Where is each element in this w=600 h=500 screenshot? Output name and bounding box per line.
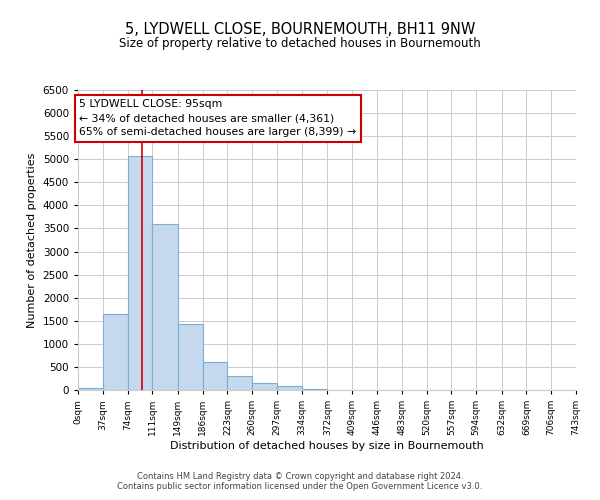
Bar xyxy=(252,383,277,390)
Bar xyxy=(203,362,227,390)
Bar xyxy=(103,314,128,390)
Bar xyxy=(78,388,103,390)
Text: Contains HM Land Registry data © Crown copyright and database right 2024.: Contains HM Land Registry data © Crown c… xyxy=(137,472,463,481)
Bar xyxy=(227,376,252,390)
Text: 5 LYDWELL CLOSE: 95sqm
← 34% of detached houses are smaller (4,361)
65% of semi-: 5 LYDWELL CLOSE: 95sqm ← 34% of detached… xyxy=(79,99,356,137)
Bar xyxy=(178,324,203,390)
Bar xyxy=(128,156,152,390)
Text: Contains public sector information licensed under the Open Government Licence v3: Contains public sector information licen… xyxy=(118,482,482,491)
Text: 5, LYDWELL CLOSE, BOURNEMOUTH, BH11 9NW: 5, LYDWELL CLOSE, BOURNEMOUTH, BH11 9NW xyxy=(125,22,475,38)
Text: Size of property relative to detached houses in Bournemouth: Size of property relative to detached ho… xyxy=(119,38,481,51)
Bar xyxy=(277,386,302,390)
X-axis label: Distribution of detached houses by size in Bournemouth: Distribution of detached houses by size … xyxy=(170,441,484,451)
Bar xyxy=(302,388,328,390)
Bar xyxy=(152,224,178,390)
Y-axis label: Number of detached properties: Number of detached properties xyxy=(27,152,37,328)
